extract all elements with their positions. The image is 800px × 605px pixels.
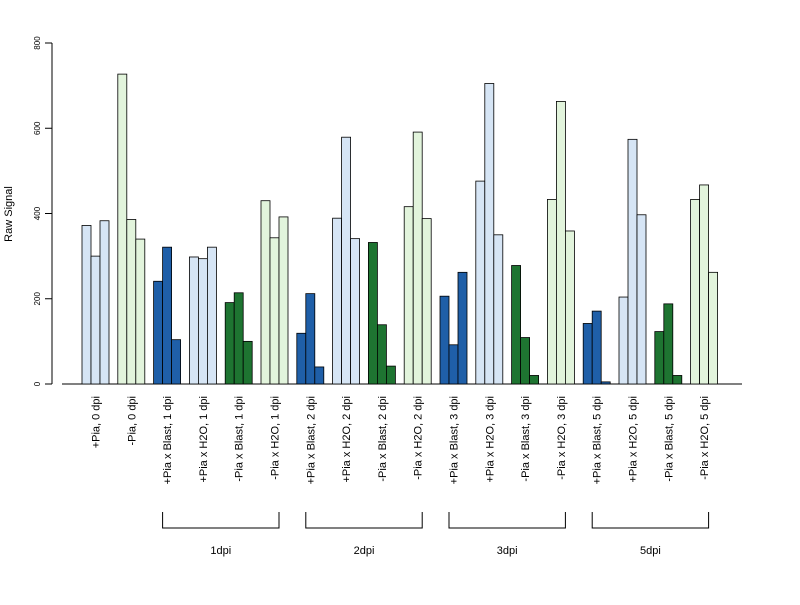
bar xyxy=(421,218,432,385)
bar xyxy=(439,295,450,385)
bar xyxy=(591,310,602,385)
x-tick-label: -Pia x H2O, 5 dpi xyxy=(699,396,711,480)
bar xyxy=(672,375,683,385)
dpi-bracket-label: 5dpi xyxy=(640,545,661,557)
bar xyxy=(153,280,164,385)
bar xyxy=(511,265,522,385)
bar xyxy=(627,138,638,385)
y-tick-label: 800 xyxy=(33,36,42,50)
dpi-bracket xyxy=(305,512,423,529)
dpi-bracket xyxy=(448,512,566,529)
dpi-bracket xyxy=(591,512,710,529)
y-tick-label: 600 xyxy=(33,121,42,135)
y-tick-label: 0 xyxy=(33,381,42,386)
bar xyxy=(529,375,539,385)
bar xyxy=(206,246,217,385)
bar xyxy=(412,131,423,385)
bar xyxy=(699,184,709,385)
x-tick-label: -Pia x Blast, 1 dpi xyxy=(234,396,246,482)
bar xyxy=(171,339,182,385)
bar xyxy=(618,296,629,385)
dpi-bracket-label: 3dpi xyxy=(497,545,518,557)
bar xyxy=(403,206,414,385)
bar xyxy=(135,238,146,385)
bar xyxy=(242,340,253,385)
bar xyxy=(197,258,208,385)
x-tick-label: -Pia x Blast, 2 dpi xyxy=(377,396,389,482)
bar xyxy=(493,234,504,385)
x-tick-label: -Pia, 0 dpi xyxy=(126,396,138,446)
bar xyxy=(556,100,566,385)
bar xyxy=(162,246,173,385)
bar xyxy=(81,225,92,385)
bar xyxy=(260,200,271,385)
bar xyxy=(708,271,718,385)
bar xyxy=(636,214,647,385)
bar xyxy=(296,332,307,385)
bar xyxy=(117,73,128,385)
bar xyxy=(565,230,575,385)
bar xyxy=(448,344,459,385)
y-tick-label: 200 xyxy=(33,292,42,306)
bar xyxy=(99,220,110,385)
bar xyxy=(376,324,387,385)
dpi-bracket-label: 1dpi xyxy=(210,545,231,557)
y-axis: 0 200 400 600 800 xyxy=(33,36,53,386)
bar xyxy=(367,242,378,385)
bar xyxy=(90,255,101,385)
x-tick-label: +Pia x Blast, 3 dpi xyxy=(449,396,461,484)
x-tick-label: -Pia x H2O, 1 dpi xyxy=(270,396,282,480)
x-tick-label: +Pia, 0 dpi xyxy=(91,396,103,448)
bar xyxy=(547,199,557,385)
bar xyxy=(582,323,593,385)
bar xyxy=(332,217,343,385)
x-tick-label: +Pia x Blast, 1 dpi xyxy=(162,396,174,484)
bar xyxy=(314,366,325,385)
bar xyxy=(457,271,468,385)
bar xyxy=(305,293,316,385)
y-tick-label: 400 xyxy=(33,206,42,220)
bar xyxy=(690,199,700,385)
bar xyxy=(600,381,611,385)
bar xyxy=(484,83,495,385)
bar xyxy=(475,180,486,385)
dpi-brackets: 1dpi 2dpi 3dpi 5dpi xyxy=(162,512,710,557)
bar xyxy=(224,302,235,385)
x-tick-labels: +Pia, 0 dpi -Pia, 0 dpi +Pia x Blast, 1 dp… xyxy=(91,396,712,484)
x-tick-label: -Pia x Blast, 5 dpi xyxy=(663,396,675,482)
x-tick-label: +Pia x Blast, 2 dpi xyxy=(305,396,317,484)
bar xyxy=(520,337,530,385)
x-tick-label: +Pia x Blast, 5 dpi xyxy=(592,396,604,484)
x-tick-label: -Pia x H2O, 2 dpi xyxy=(413,396,425,480)
dpi-bracket-label: 2dpi xyxy=(354,545,375,557)
x-tick-label: -Pia x H2O, 3 dpi xyxy=(556,396,568,480)
bar xyxy=(663,303,674,385)
x-tick-label: +Pia x H2O, 1 dpi xyxy=(198,396,210,483)
x-tick-label: +Pia x H2O, 5 dpi xyxy=(628,396,640,483)
bars-layer xyxy=(81,73,718,385)
x-tick-label: +Pia x H2O, 3 dpi xyxy=(484,396,496,483)
y-axis-label: Raw Signal xyxy=(3,186,15,242)
dpi-bracket xyxy=(162,512,280,529)
bar xyxy=(278,216,289,385)
bar xyxy=(350,238,361,385)
bar xyxy=(269,237,280,385)
bar xyxy=(126,219,137,385)
x-tick-label: +Pia x H2O, 2 dpi xyxy=(341,396,353,483)
bar xyxy=(341,136,352,385)
bar xyxy=(233,292,244,385)
bar xyxy=(654,331,665,385)
bar xyxy=(188,256,199,385)
bar xyxy=(385,365,396,385)
x-tick-label: -Pia x Blast, 3 dpi xyxy=(520,396,532,482)
